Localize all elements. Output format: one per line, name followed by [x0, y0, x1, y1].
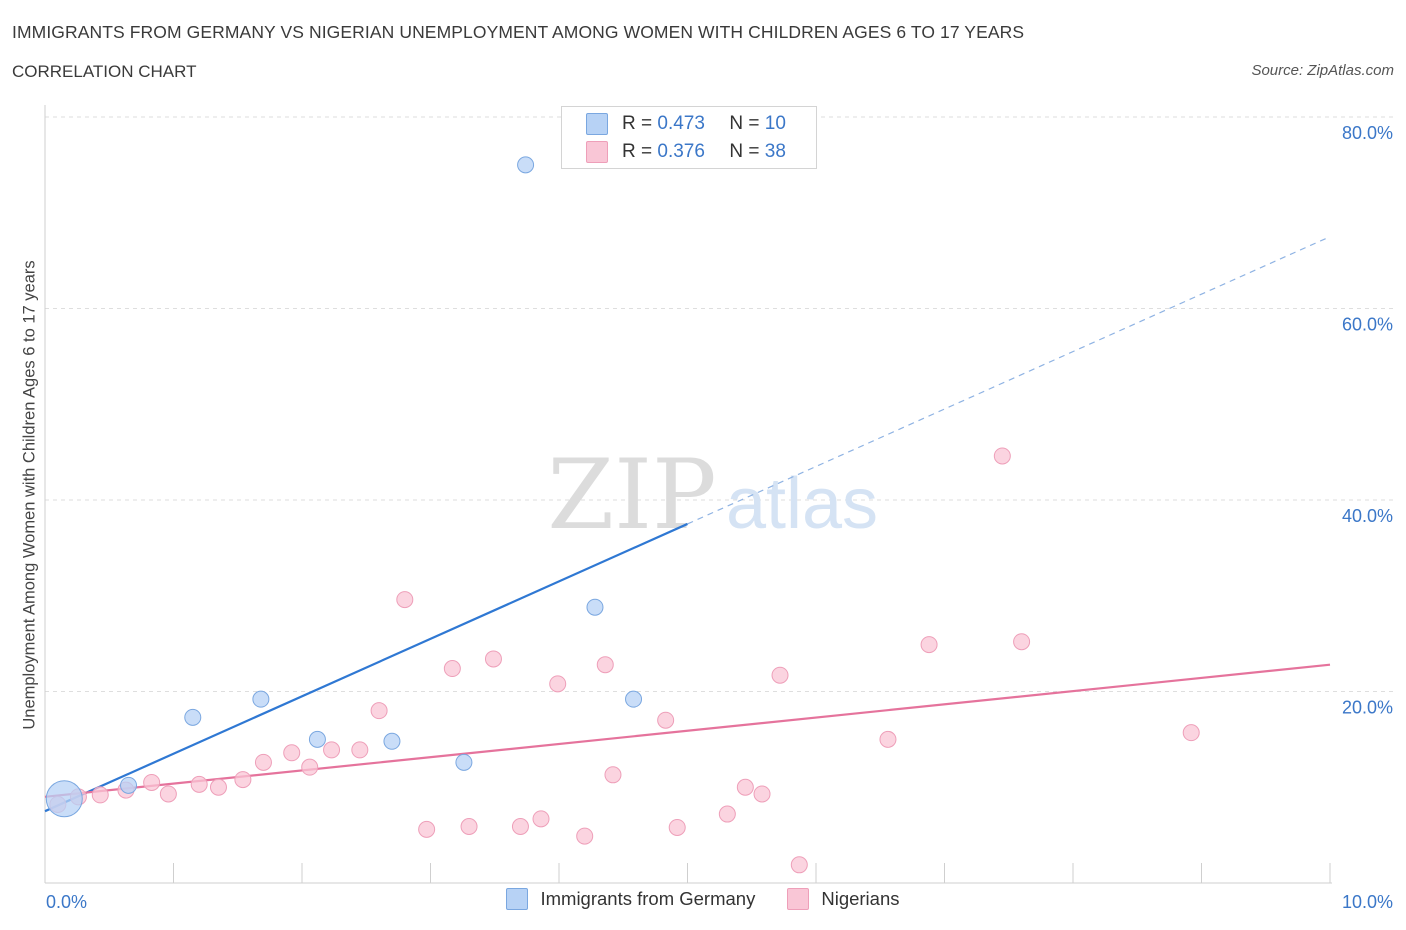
- legend-n-value: 10: [764, 113, 786, 134]
- data-point-nigeria: [396, 591, 414, 609]
- grid-lines: [45, 116, 1395, 692]
- data-point-nigeria: [668, 818, 686, 836]
- legend-swatch-germany: [586, 113, 608, 135]
- y-axis-title: Unemployment Among Women with Children A…: [20, 260, 39, 730]
- x-tick-label: 0.0%: [46, 892, 87, 912]
- watermark: ZIP atlas: [547, 439, 878, 551]
- data-point-nigeria: [418, 820, 436, 838]
- legend-label-nigeria: Nigerians: [821, 888, 900, 909]
- data-point-germany: [586, 598, 604, 616]
- chart-title: IMMIGRANTS FROM GERMANY VS NIGERIAN UNEM…: [12, 22, 1025, 42]
- data-point-nigeria: [604, 766, 622, 784]
- data-point-nigeria: [549, 675, 567, 693]
- legend-row-germany: R = 0.473 N = 10: [586, 112, 786, 136]
- legend-n-value: 38: [764, 141, 786, 162]
- data-point-nigeria: [283, 744, 301, 762]
- data-point-nigeria: [718, 805, 736, 823]
- legend-row-nigeria: R = 0.376 N = 38: [586, 140, 786, 164]
- data-point-nigeria: [1182, 724, 1200, 742]
- legend-r-label: R =: [622, 113, 653, 134]
- data-point-germany: [517, 156, 535, 174]
- data-point-germany: [383, 732, 401, 750]
- data-point-nigeria: [443, 660, 461, 678]
- watermark-atlas: atlas: [726, 464, 878, 544]
- data-point-germany: [120, 776, 138, 794]
- y-tick-label: 40.0%: [1342, 506, 1393, 526]
- data-point-nigeria: [323, 741, 341, 759]
- data-point-nigeria: [576, 827, 594, 845]
- data-point-nigeria: [351, 741, 369, 759]
- trend-line-nigeria: [44, 663, 1331, 798]
- trend-line-germany-extension: [687, 236, 1331, 525]
- data-point-nigeria: [657, 711, 675, 729]
- legend-label-germany: Immigrants from Germany: [540, 888, 756, 909]
- data-point-nigeria: [91, 786, 109, 804]
- data-point-germany: [45, 780, 83, 818]
- x-tick-label: 10.0%: [1342, 892, 1393, 912]
- data-point-nigeria: [920, 636, 938, 654]
- data-point-germany: [252, 690, 270, 708]
- data-point-nigeria: [190, 775, 208, 793]
- legend-item-nigeria: Nigerians: [787, 888, 900, 910]
- legend-r-value: 0.473: [657, 113, 705, 134]
- data-point-nigeria: [1013, 633, 1031, 651]
- trend-line-germany: [44, 522, 688, 813]
- y-tick-label: 60.0%: [1342, 315, 1393, 335]
- series-legend: Immigrants from Germany Nigerians: [0, 888, 1406, 910]
- data-point-nigeria: [753, 785, 771, 803]
- data-point-nigeria: [596, 656, 614, 674]
- data-point-nigeria: [159, 785, 177, 803]
- data-point-nigeria: [370, 702, 388, 720]
- legend-n-label: N =: [729, 141, 760, 162]
- legend-n-label: N =: [729, 113, 760, 134]
- data-point-nigeria: [254, 753, 272, 771]
- trend-lines: [44, 236, 1331, 813]
- legend-swatch-germany: [506, 888, 529, 910]
- data-point-nigeria: [993, 447, 1011, 465]
- data-point-nigeria: [771, 666, 789, 684]
- y-tick-label: 80.0%: [1342, 123, 1393, 143]
- data-point-nigeria: [736, 778, 754, 796]
- data-point-nigeria: [209, 778, 227, 796]
- correlation-legend: R = 0.473 N = 10 R = 0.376 N = 38: [561, 106, 817, 169]
- legend-r-value: 0.376: [657, 141, 705, 162]
- legend-swatch-nigeria: [787, 888, 810, 910]
- legend-swatch-nigeria: [586, 141, 608, 163]
- data-point-germany: [184, 708, 202, 726]
- axes: [44, 105, 1332, 884]
- legend-item-germany: Immigrants from Germany: [506, 888, 755, 910]
- data-point-germany: [455, 753, 473, 771]
- data-points: [45, 156, 1200, 874]
- data-point-nigeria: [460, 818, 478, 836]
- chart-subtitle: CORRELATION CHART: [12, 62, 197, 81]
- data-point-nigeria: [484, 650, 502, 668]
- data-point-germany: [308, 730, 326, 748]
- data-point-nigeria: [790, 856, 808, 874]
- data-point-nigeria: [879, 730, 897, 748]
- watermark-zip: ZIP: [547, 439, 716, 551]
- data-point-nigeria: [301, 758, 319, 776]
- data-point-nigeria: [511, 818, 529, 836]
- legend-r-label: R =: [622, 141, 653, 162]
- data-point-nigeria: [532, 810, 550, 828]
- data-point-nigeria: [143, 773, 161, 791]
- data-point-germany: [625, 690, 643, 708]
- data-point-nigeria: [234, 771, 252, 789]
- tick-labels: 20.0% 40.0% 60.0% 80.0% 0.0% 10.0%: [46, 123, 1393, 912]
- y-tick-label: 20.0%: [1342, 698, 1393, 718]
- source-credit: Source: ZipAtlas.com: [1251, 62, 1394, 79]
